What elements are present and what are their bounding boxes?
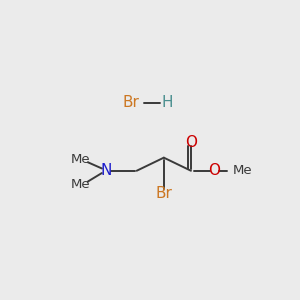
Text: N: N — [100, 163, 111, 178]
Text: H: H — [162, 95, 173, 110]
Text: O: O — [185, 135, 197, 150]
Text: Me: Me — [70, 153, 90, 166]
Text: O: O — [208, 163, 220, 178]
Text: Br: Br — [122, 95, 139, 110]
Text: Br: Br — [155, 186, 172, 201]
Text: Me: Me — [233, 164, 252, 177]
Text: Me: Me — [70, 178, 90, 191]
